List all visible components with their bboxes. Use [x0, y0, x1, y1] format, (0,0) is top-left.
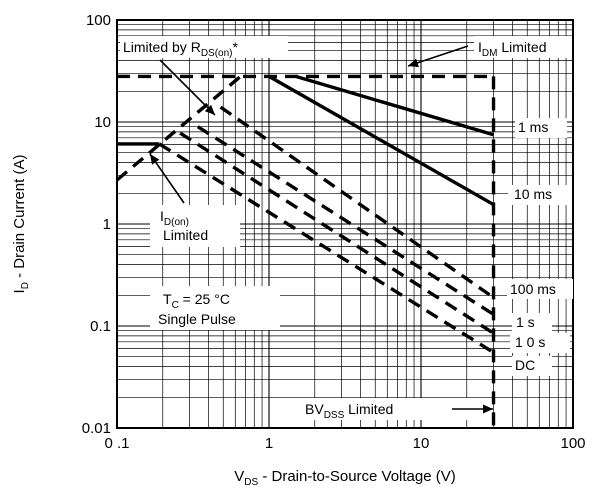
label-background [150, 205, 240, 247]
x-axis-title: VDS - Drain-to-Source Voltage (V) [234, 468, 456, 488]
soa-curve [219, 105, 495, 299]
label-background [512, 313, 552, 333]
y-axis-title: ID - Drain Current (A) [11, 155, 31, 294]
annotation-arrow [407, 45, 469, 67]
soa-curve [158, 142, 495, 354]
label-100ms: 100 ms [510, 281, 556, 297]
x-tick-label: 100 [560, 435, 585, 452]
label-1s: 1 s [516, 314, 535, 330]
label-background [512, 356, 552, 376]
y-tick-label: 100 [86, 12, 111, 29]
x-tick-label: 1 [265, 435, 273, 452]
idm-limited-label: IDM Limited [478, 39, 546, 59]
label-background [515, 118, 567, 138]
y-tick-label: 0.1 [90, 318, 111, 335]
label-dc: DC [515, 357, 535, 373]
y-tick-label: 10 [94, 114, 111, 131]
label-10s: 1 0 s [515, 334, 545, 350]
label-background [150, 286, 280, 330]
bvdss-limited-label: BVDSS Limited [305, 401, 393, 421]
y-tick-label: 0.01 [82, 420, 111, 437]
tc-condition-label: TC = 25 °C [163, 291, 230, 311]
soa-curve [196, 125, 495, 316]
soa-curve [268, 74, 495, 207]
ticks-layer: 0 .1 1 10 100 0.01 0.1 1 10 100 VDS - Drain-to-So… [11, 12, 586, 488]
curves-layer [115, 74, 496, 428]
annotation-arrow [159, 59, 216, 116]
x-tick-label: 10 [413, 435, 430, 452]
idon-limited-label: ID(on) [160, 208, 189, 228]
label-10ms: 10 ms [514, 186, 552, 202]
arrowhead [150, 154, 160, 165]
label-background [120, 36, 288, 58]
label-background [300, 398, 470, 420]
x-tick-label: 0 .1 [104, 435, 129, 452]
arrowhead [204, 104, 215, 115]
single-pulse-label: Single Pulse [158, 311, 236, 327]
limit-line [115, 75, 242, 182]
idon-limited-label-line2: Limited [163, 227, 208, 243]
arrowhead [408, 58, 419, 68]
rds-limited-label: Limited by RDS(on)* [123, 39, 239, 59]
label-background [474, 36, 572, 58]
plot-frame [116, 19, 574, 429]
label-background [508, 185, 572, 205]
annotations-layer: Limited by RDS(on)* IDM Limited ID(on)Limi… [120, 36, 573, 421]
y-tick-label: 1 [103, 216, 111, 233]
label-background [507, 279, 573, 299]
label-background [510, 333, 570, 353]
arrowhead [483, 404, 493, 414]
soa-curve [295, 74, 495, 137]
label-1ms: 1 ms [518, 119, 548, 135]
